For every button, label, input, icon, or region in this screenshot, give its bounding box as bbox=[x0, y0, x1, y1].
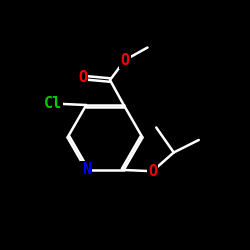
Text: O: O bbox=[78, 70, 87, 85]
Text: N: N bbox=[82, 162, 91, 178]
Text: O: O bbox=[148, 164, 157, 179]
Text: O: O bbox=[120, 52, 130, 68]
Text: Cl: Cl bbox=[44, 96, 62, 111]
